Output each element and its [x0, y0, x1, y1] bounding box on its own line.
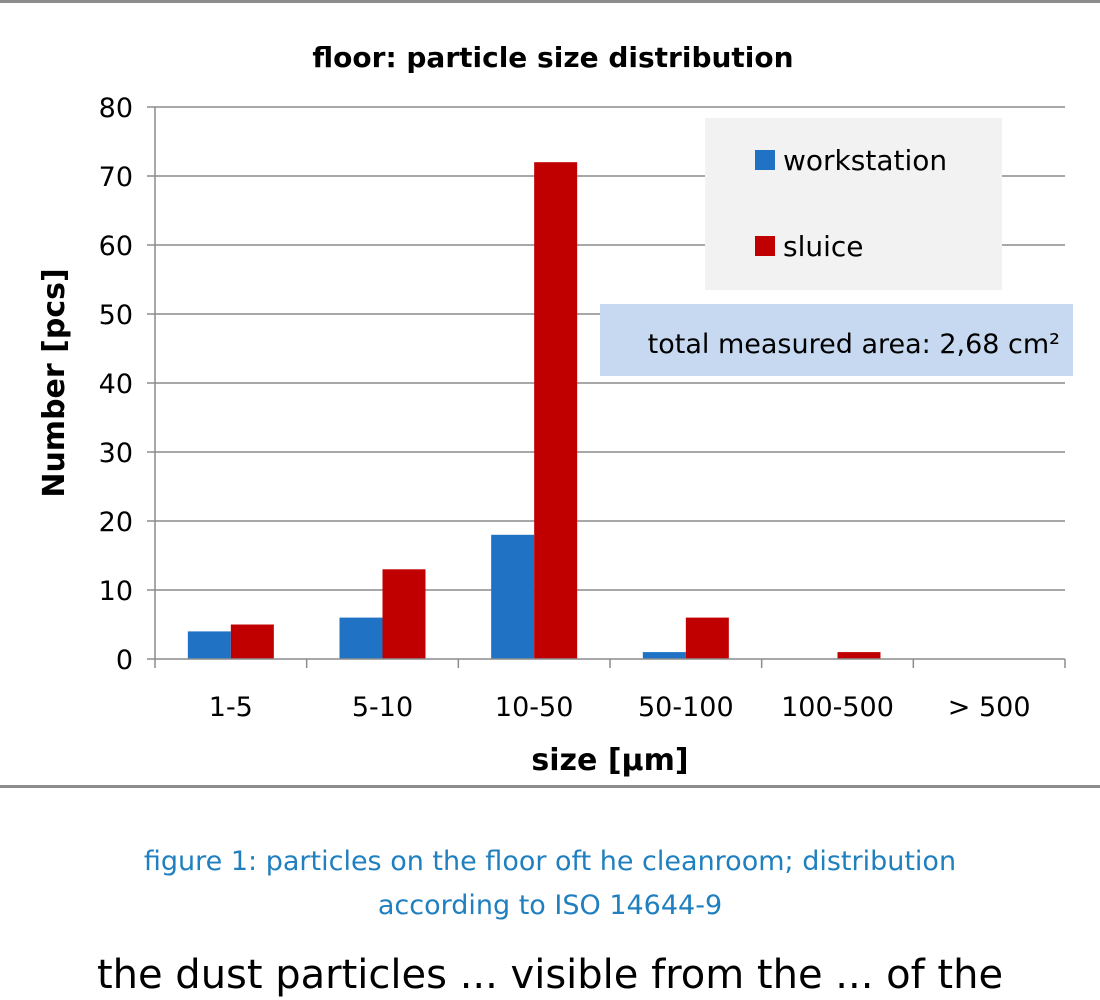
y-tick-label: 30	[99, 438, 133, 469]
x-tick-label: > 500	[948, 692, 1031, 723]
x-axis-ticks: 1-5 5-10 10-50 50-100 100-500 > 500	[154, 658, 1066, 723]
x-tick-label: 1-5	[209, 692, 253, 723]
bar-workstation-15	[187, 631, 231, 659]
y-tick-label: 70	[99, 162, 133, 193]
bar-sluice-1050	[534, 162, 578, 659]
bars	[187, 162, 881, 659]
y-tick-label: 60	[99, 231, 133, 262]
y-tick-label: 0	[116, 645, 133, 676]
caption-line-2: according to ISO 14644-9	[377, 890, 723, 921]
legend-swatch-workstation	[755, 150, 775, 170]
bar-workstation-50100	[642, 652, 686, 659]
chart-title: floor: particle size distribution	[312, 41, 793, 74]
caption-line-1: figure 1: particles on the floor oft he …	[143, 846, 957, 877]
y-tick-label: 50	[99, 300, 133, 331]
y-tick-label: 20	[99, 507, 133, 538]
bar-sluice-510	[382, 569, 426, 659]
figure-caption: figure 1: particles on the floor oft he …	[0, 840, 1100, 928]
bar-workstation-510	[339, 617, 383, 659]
bar-workstation-1050	[491, 534, 535, 659]
bar-sluice-15	[230, 624, 274, 659]
annotation-text: total measured area: 2,68 cm²	[648, 329, 1060, 360]
top-rule	[0, 0, 1100, 3]
legend-label-workstation: workstation	[783, 144, 947, 177]
y-tick-label: 80	[99, 93, 133, 124]
annotation-box	[600, 304, 1073, 376]
bar-sluice-100500	[837, 652, 881, 659]
y-axis-label: Number [pcs]	[37, 268, 72, 497]
body-text-partial: the dust particles ... visible from the …	[96, 952, 1004, 998]
x-axis-label: size [µm]	[531, 743, 688, 778]
bar-sluice-50100	[685, 617, 729, 659]
x-tick-label: 10-50	[495, 692, 573, 723]
x-tick-label: 100-500	[781, 692, 894, 723]
x-tick-label: 5-10	[352, 692, 413, 723]
legend-swatch-sluice	[755, 236, 775, 256]
legend-label-sluice: sluice	[783, 230, 864, 263]
legend-box	[705, 118, 1002, 290]
x-tick-label: 50-100	[638, 692, 734, 723]
bar-chart: floor: particle size distribution 0 10 20 3…	[37, 41, 1073, 778]
y-tick-label: 10	[99, 576, 133, 607]
y-tick-label: 40	[99, 369, 133, 400]
bottom-rule	[0, 785, 1100, 788]
y-axis-ticks: 0 10 20 30 40 50 60 70 80	[99, 93, 156, 676]
